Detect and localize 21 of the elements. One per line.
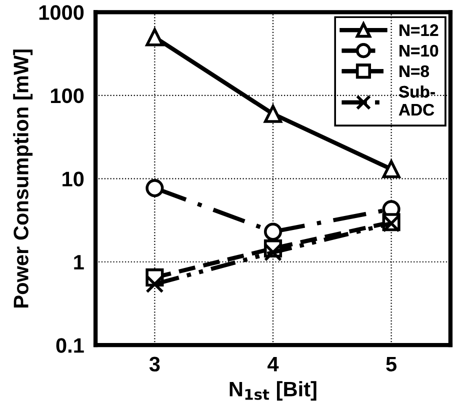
legend-label: N=8 [400,65,430,78]
y-tick-label: 0.1 [56,338,84,353]
legend-label: Sub- ADC [398,85,435,116]
y-axis-title: Power Consumption [mW] [13,50,33,308]
y-tick-label: 1 [74,255,84,270]
x-tick-label: 3 [149,356,160,372]
y-tick-label: 10 [62,172,84,186]
point [146,275,164,294]
y-tick-label: 100 [50,88,84,104]
point [146,179,164,198]
x-tick-label: 5 [386,356,397,372]
point [264,243,282,262]
x-tick-label: 4 [268,356,279,372]
y-tick-label: 1000 [39,5,84,20]
point [146,28,164,46]
legend-label: N=10 [400,44,438,57]
legend-label: N=12 [400,24,438,36]
point [382,160,400,178]
point [264,104,282,123]
x-axis-title: N$_{1st}$ [Bit] [230,381,316,401]
point [264,222,282,241]
